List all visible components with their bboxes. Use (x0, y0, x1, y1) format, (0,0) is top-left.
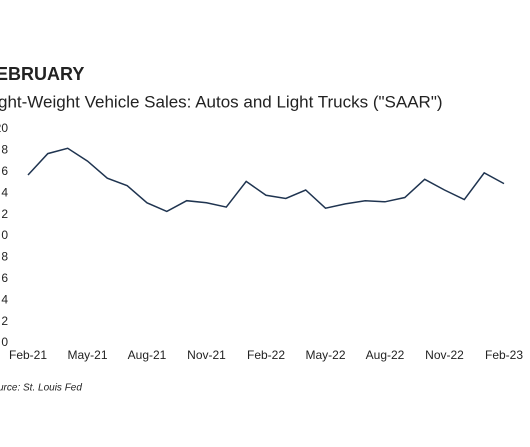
x-tick-label: Nov-22 (425, 348, 464, 362)
y-tick-label: 6 (1, 271, 8, 285)
source: urce: St. Louis Fed (0, 383, 82, 394)
chart-subtitle: ght-Weight Vehicle Sales: Autos and Ligh… (0, 92, 443, 111)
y-tick-label: 4 (1, 185, 8, 199)
y-tick-label: 0 (1, 228, 8, 242)
y-tick-label: 8 (1, 143, 8, 157)
x-tick-label: Aug-21 (128, 348, 167, 362)
x-tick-label: May-21 (67, 348, 107, 362)
chart-title: EBRUARY (0, 64, 84, 84)
y-tick-label: 2 (1, 207, 8, 221)
y-tick-label: 0 (1, 335, 8, 349)
x-tick-label: Nov-21 (187, 348, 226, 362)
x-tick-label: Feb-21 (9, 348, 47, 362)
y-tick-label: 8 (1, 250, 8, 264)
line-series (27, 147, 505, 213)
y-tick-label: 20 (0, 121, 8, 135)
y-tick-label: 2 (1, 314, 8, 328)
x-tick-label: May-22 (305, 348, 345, 362)
y-tick-label: 4 (1, 292, 8, 306)
x-tick-label: Feb-22 (247, 348, 285, 362)
y-tick-label: 6 (1, 164, 8, 178)
x-tick-label: Aug-22 (366, 348, 405, 362)
x-tick-label: Feb-23 (485, 348, 523, 362)
